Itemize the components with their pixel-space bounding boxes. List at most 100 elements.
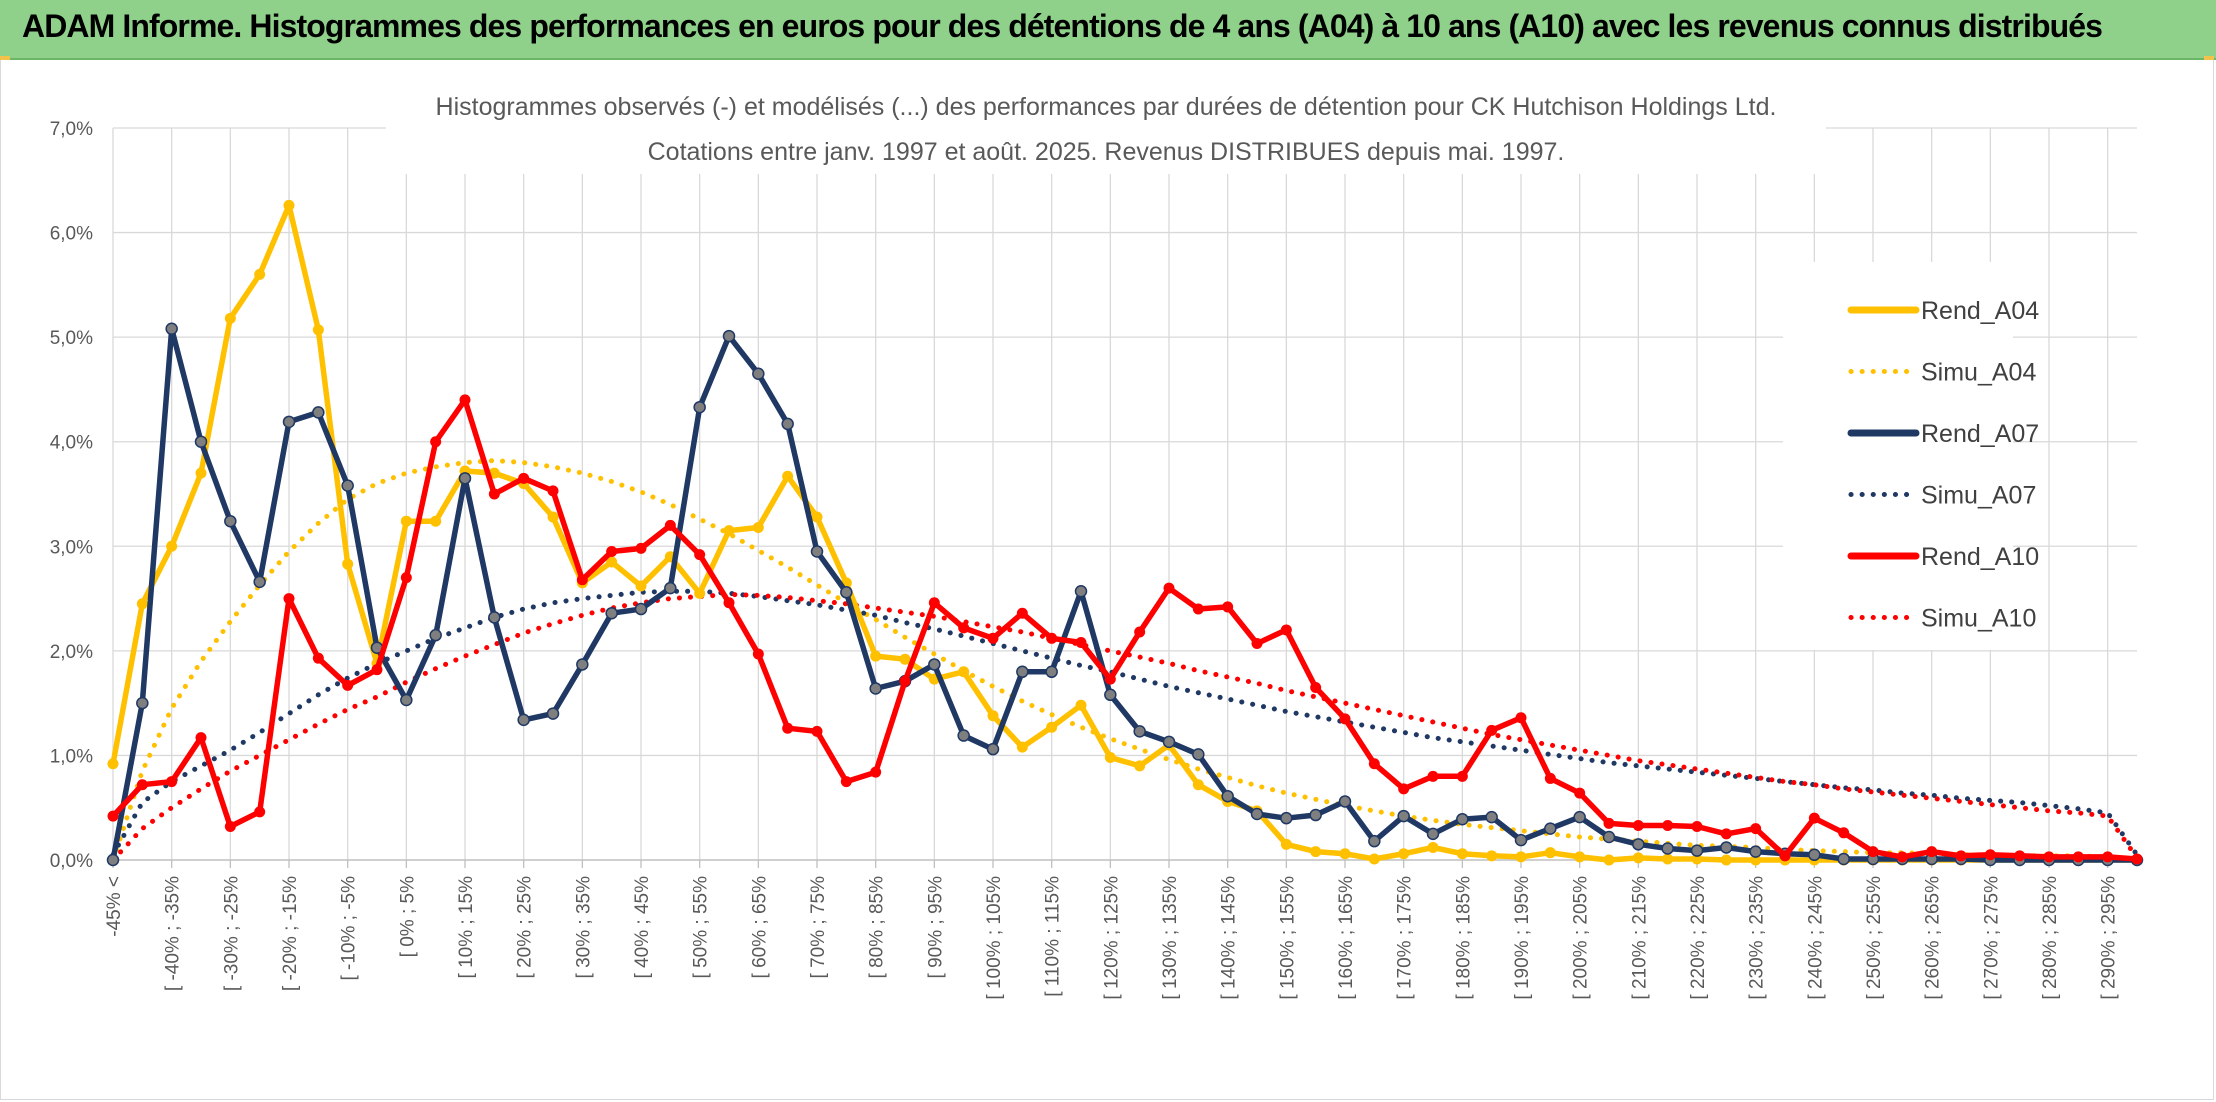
series-line-rend_a07 [110, 326, 2140, 863]
data-point-rend_a10 [1368, 758, 1380, 770]
data-point-rend_a04 [635, 580, 647, 592]
data-point-rend_a04 [606, 556, 618, 568]
data-point-rend_a07 [634, 602, 648, 616]
data-point-rend_a10 [107, 810, 119, 822]
data-point-rend_a07 [810, 545, 824, 558]
data-point-rend_a04 [1339, 848, 1351, 860]
data-point-rend_a10 [1779, 850, 1791, 862]
data-point-rend_a04 [1632, 852, 1644, 864]
data-point-rend_a07 [986, 742, 1000, 756]
data-point-rend_a04 [1016, 741, 1028, 753]
data-point-rend_a07 [1162, 735, 1176, 749]
data-point-rend_a04 [1310, 846, 1322, 858]
x-tick-label: [ -10% ; -5% [339, 876, 360, 981]
data-point-rend_a10 [1603, 817, 1615, 829]
data-point-rend_a07 [429, 628, 442, 642]
data-point-rend_a10 [1398, 783, 1410, 795]
data-point-rend_a10 [1222, 601, 1234, 613]
data-point-rend_a10 [195, 732, 207, 744]
corner-accent [0, 56, 10, 60]
y-tick-label: 0,0% [50, 851, 93, 872]
data-point-rend_a10 [1192, 603, 1204, 615]
data-point-rend_a07 [1221, 789, 1234, 803]
data-point-rend_a10 [1251, 638, 1263, 650]
x-tick-label: [ 240% ; 245% [1805, 876, 1826, 1000]
data-point-rend_a10 [752, 648, 764, 660]
x-tick-label: [ 260% ; 265% [1923, 876, 1944, 1000]
data-point-rend_a10 [224, 821, 236, 833]
data-point-rend_a07 [253, 575, 266, 589]
data-point-rend_a04 [1544, 847, 1556, 859]
data-point-rend_a10 [1075, 636, 1087, 648]
gridlines [112, 127, 2137, 860]
data-point-rend_a10 [1955, 850, 1967, 862]
data-point-rend_a07 [1456, 812, 1469, 826]
data-point-rend_a07 [1632, 838, 1645, 851]
data-point-rend_a07 [1485, 810, 1498, 824]
y-tick-label: 6,0% [50, 224, 93, 245]
data-point-rend_a10 [2131, 853, 2143, 865]
data-point-rend_a07 [781, 417, 794, 431]
data-point-rend_a10 [958, 622, 970, 634]
x-tick-label: [ 0% ; 5% [397, 876, 418, 957]
data-point-rend_a04 [694, 587, 706, 599]
data-point-rend_a10 [1691, 821, 1703, 833]
data-point-rend_a07 [869, 682, 882, 695]
data-point-rend_a10 [723, 597, 735, 609]
data-point-rend_a10 [2014, 850, 2026, 862]
data-point-rend_a10 [2072, 851, 2084, 863]
data-point-rend_a10 [870, 766, 882, 778]
data-point-rend_a07 [312, 406, 325, 419]
data-point-rend_a07 [1426, 827, 1440, 841]
x-tick-label: [ 70% ; 75% [808, 876, 829, 979]
x-tick-label: [ 190% ; 195% [1512, 876, 1533, 1000]
data-point-rend_a04 [1456, 848, 1468, 860]
data-point-rend_a10 [430, 436, 442, 448]
x-tick-label: [ 110% ; 115% [1043, 876, 1064, 997]
data-point-rend_a07 [106, 853, 120, 867]
data-point-rend_a10 [1750, 823, 1762, 835]
x-tick-label: [ 40% ; 45% [632, 876, 653, 979]
x-tick-label: [ -40% ; -35% [163, 876, 184, 991]
data-point-rend_a10 [1046, 632, 1058, 644]
x-tick-label: [ 250% ; 255% [1864, 876, 1885, 1000]
data-point-rend_a07 [1837, 852, 1850, 866]
series-group [106, 199, 2144, 867]
data-point-rend_a10 [136, 779, 148, 791]
x-tick-label: [ 280% ; 285% [2040, 876, 2061, 1000]
data-point-rend_a04 [1368, 853, 1380, 865]
data-point-rend_a10 [1427, 770, 1439, 782]
data-point-rend_a04 [430, 515, 442, 527]
data-point-rend_a07 [1368, 834, 1381, 848]
data-point-rend_a07 [1192, 748, 1205, 761]
legend-label-simu_a07: Simu_A07 [1921, 482, 2036, 510]
data-point-rend_a07 [605, 606, 618, 620]
data-point-rend_a10 [1280, 624, 1292, 636]
data-point-rend_a10 [1720, 828, 1732, 840]
series-line-simu_a07 [110, 588, 2140, 858]
x-tick-label: [ 100% ; 105% [984, 876, 1005, 1000]
data-point-rend_a10 [459, 394, 471, 406]
series-line-rend_a04 [110, 202, 2140, 863]
data-point-rend_a07 [194, 435, 208, 448]
data-point-rend_a10 [1662, 819, 1674, 831]
data-point-rend_a10 [400, 572, 412, 584]
data-point-rend_a04 [312, 324, 324, 336]
data-point-rend_a10 [2102, 851, 2114, 863]
x-tick-label: [ 20% ; 25% [515, 876, 536, 979]
data-point-rend_a07 [840, 586, 853, 599]
data-point-rend_a10 [1574, 787, 1586, 799]
y-tick-label: 4,0% [50, 433, 93, 454]
data-point-rend_a10 [664, 519, 676, 531]
legend-label-rend_a10: Rend_A10 [1921, 543, 2039, 571]
data-point-rend_a10 [1632, 819, 1644, 831]
chart-svg: 0,0% 1,0% 2,0% 3,0% 4,0% 5,0% 6,0% 7,0% -45% < [… [50, 78, 2144, 1000]
data-point-rend_a04 [1720, 854, 1732, 866]
data-point-rend_a10 [987, 632, 999, 644]
data-point-rend_a07 [1338, 795, 1352, 808]
data-point-rend_a04 [1134, 760, 1146, 772]
title-background [386, 78, 1826, 174]
data-point-rend_a04 [899, 653, 911, 665]
data-point-rend_a10 [1867, 846, 1879, 858]
data-point-rend_a10 [782, 722, 794, 734]
